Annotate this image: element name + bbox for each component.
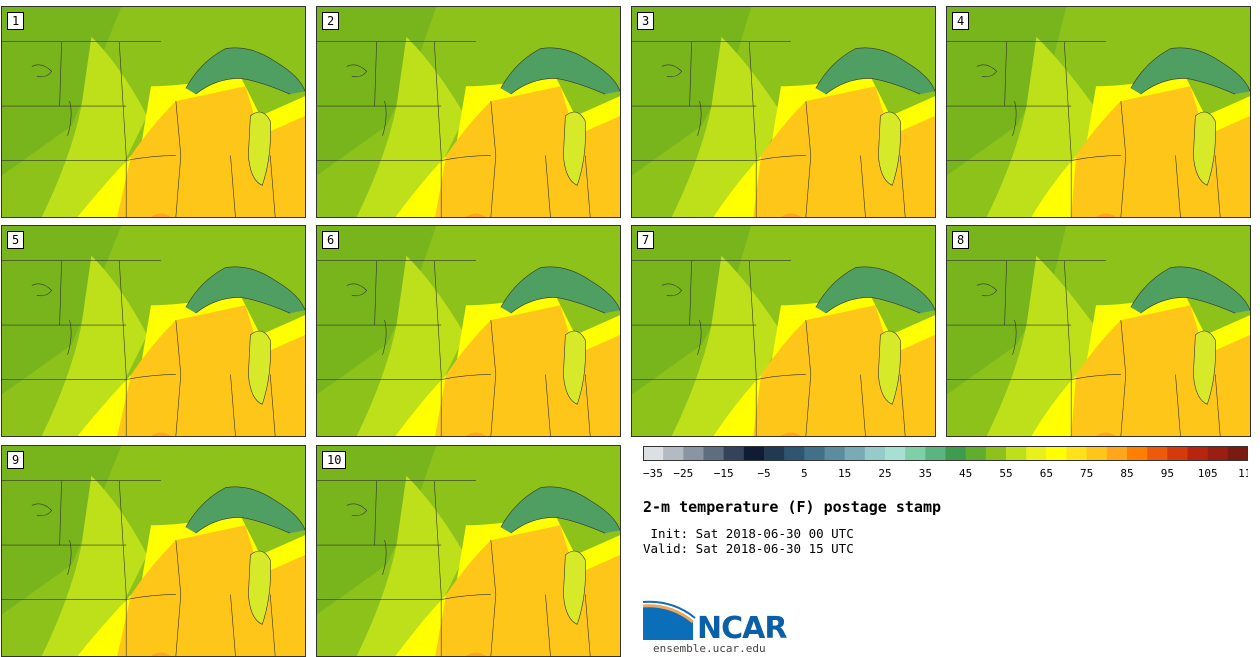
- colorbar-segment: [1046, 446, 1067, 460]
- panel-number: 10: [322, 451, 347, 469]
- colorbar-tick-label: −35: [643, 467, 663, 480]
- panel-number: 2: [322, 12, 340, 30]
- colorbar-segment: [985, 446, 1007, 460]
- colorbar-segment: [643, 446, 664, 460]
- colorbar-tick-label: −5: [757, 467, 770, 480]
- panel-number: 1: [7, 12, 25, 30]
- colorbar-segment: [804, 446, 825, 460]
- ncar-logo-text: NCAR: [697, 611, 787, 646]
- forecast-panel: 5: [1, 225, 306, 437]
- colorbar-segment: [683, 446, 704, 460]
- temperature-field-map: [947, 7, 1250, 217]
- colorbar-segment: [1187, 446, 1209, 460]
- colorbar-segment: [1167, 446, 1188, 460]
- colorbar-tick-label: −25: [673, 467, 693, 480]
- forecast-panel: 7: [631, 225, 936, 437]
- colorbar-segment: [1086, 446, 1108, 460]
- colorbar-segment: [1127, 446, 1148, 460]
- colorbar-segment: [1006, 446, 1027, 460]
- colorbar-segment: [844, 446, 866, 460]
- temperature-colorbar: −35 −25 −15 −5 5 15 25 35 45 55 65 75 85 95 105 115: [643, 446, 1248, 480]
- temperature-field-map: [2, 226, 305, 436]
- colorbar-tick-label: 105: [1198, 467, 1218, 480]
- valid-time: Valid: Sat 2018-06-30 15 UTC: [643, 541, 854, 556]
- forecast-panel: 10: [316, 445, 621, 657]
- temperature-field-map: [2, 7, 305, 217]
- forecast-panel: 6: [316, 225, 621, 437]
- colorbar-tick-label: 45: [959, 467, 972, 480]
- forecast-panel: 8: [946, 225, 1251, 437]
- colorbar-tick-label: 25: [878, 467, 891, 480]
- panel-number: 6: [322, 231, 340, 249]
- panel-number: 8: [952, 231, 970, 249]
- temperature-field-map: [317, 7, 620, 217]
- colorbar-tick-label: −15: [714, 467, 734, 480]
- colorbar-segment: [1026, 446, 1047, 460]
- forecast-panel: 1: [1, 6, 306, 218]
- temperature-field-map: [632, 226, 935, 436]
- colorbar-segment: [743, 446, 765, 460]
- colorbar-segment: [784, 446, 805, 460]
- colorbar-segment: [905, 446, 926, 460]
- colorbar-segment: [1066, 446, 1088, 460]
- colorbar-segment: [925, 446, 946, 460]
- colorbar-segment: [703, 446, 725, 460]
- colorbar-segment: [663, 446, 684, 460]
- colorbar-segment: [824, 446, 846, 460]
- temperature-field-map: [632, 7, 935, 217]
- colorbar-tick-label: 75: [1080, 467, 1093, 480]
- colorbar-tick-label: 65: [1040, 467, 1053, 480]
- ncar-logo-icon: [643, 600, 696, 640]
- colorbar-tick-label: 55: [999, 467, 1012, 480]
- panel-number: 5: [7, 231, 25, 249]
- colorbar-segment: [965, 446, 987, 460]
- colorbar-tick-label: 115: [1238, 467, 1248, 480]
- init-time: Init: Sat 2018-06-30 00 UTC: [643, 526, 854, 541]
- forecast-panel: 9: [1, 445, 306, 657]
- panel-number: 4: [952, 12, 970, 30]
- panel-number: 7: [637, 231, 655, 249]
- colorbar-segment: [945, 446, 967, 460]
- temperature-field-map: [317, 446, 620, 656]
- colorbar-segment: [764, 446, 785, 460]
- colorbar-segment: [885, 446, 906, 460]
- colorbar-segment: [1147, 446, 1168, 460]
- colorbar-segment: [723, 446, 745, 460]
- colorbar-segment: [1207, 446, 1229, 460]
- colorbar-segment: [1227, 446, 1248, 460]
- colorbar-tick-label: 5: [801, 467, 808, 480]
- panel-number: 3: [637, 12, 655, 30]
- colorbar-segment: [864, 446, 886, 460]
- forecast-panel: 3: [631, 6, 936, 218]
- figure-title: 2-m temperature (F) postage stamp: [643, 498, 942, 516]
- temperature-field-map: [947, 226, 1250, 436]
- colorbar-tick-label: 85: [1120, 467, 1133, 480]
- temperature-field-map: [2, 446, 305, 656]
- colorbar-tick-label: 35: [919, 467, 932, 480]
- colorbar-segment: [1106, 446, 1128, 460]
- forecast-panel: 4: [946, 6, 1251, 218]
- panel-number: 9: [7, 451, 25, 469]
- colorbar-tick-label: 15: [838, 467, 851, 480]
- website-label: ensemble.ucar.edu: [653, 642, 766, 655]
- colorbar-outline: [643, 446, 1248, 461]
- colorbar-tick-label: 95: [1161, 467, 1174, 480]
- forecast-panel: 2: [316, 6, 621, 218]
- temperature-field-map: [317, 226, 620, 436]
